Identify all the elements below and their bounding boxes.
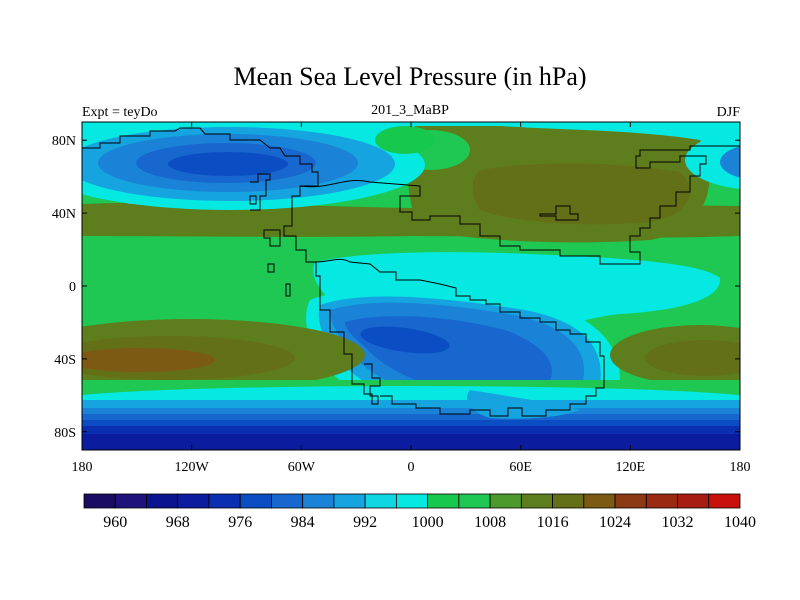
antarctic-band-3 xyxy=(82,414,740,420)
experiment-label: Expt = teyDo xyxy=(82,105,158,120)
colorbar-box xyxy=(677,493,710,509)
y-tick-label: 40S xyxy=(54,353,76,368)
southern-low-edge xyxy=(466,390,580,419)
season-label: DJF xyxy=(717,105,741,120)
asian-high-core xyxy=(472,163,690,225)
antarctic-band-2 xyxy=(82,408,740,414)
colorbar-box xyxy=(427,493,460,509)
colorbar-label: 984 xyxy=(291,514,315,531)
colorbar-box xyxy=(364,493,397,509)
colorbar-box xyxy=(83,493,116,509)
x-tick-label: 180 xyxy=(72,460,93,475)
colorbar-label: 1016 xyxy=(537,514,569,531)
south-pacific-high-core xyxy=(82,348,215,372)
x-axis: 180 120W 60W 0 60E 120E 180 xyxy=(72,122,751,475)
colorbar-box xyxy=(583,493,616,509)
x-tick-label: 60W xyxy=(288,460,316,475)
y-tick-label: 80N xyxy=(52,134,76,149)
y-tick-label: 40N xyxy=(52,207,76,222)
antarctic-band-6 xyxy=(82,434,740,450)
coastline-americas xyxy=(82,127,381,405)
period-label: 201_3_MaBP xyxy=(371,103,449,118)
colorbar-label: 1008 xyxy=(474,514,506,531)
plot-title: Mean Sea Level Pressure (in hPa) xyxy=(233,62,586,91)
pressure-map xyxy=(82,122,740,450)
coastline-southern-continent xyxy=(315,258,605,417)
antarctic-band-5 xyxy=(82,426,740,434)
colorbar-label: 1024 xyxy=(599,514,631,531)
colorbar-box xyxy=(395,493,429,509)
colorbar-label: 992 xyxy=(353,514,377,531)
colorbar-box xyxy=(614,493,647,509)
southern-low-core xyxy=(360,326,450,354)
colorbar-box xyxy=(239,493,272,509)
north-pacific-low-core xyxy=(168,152,288,176)
colorbar-label: 1040 xyxy=(724,514,756,531)
x-tick-label: 180 xyxy=(730,460,751,475)
colorbar-box xyxy=(302,493,335,509)
y-tick-label: 0 xyxy=(69,280,76,295)
antarctic-band-4 xyxy=(82,420,740,426)
coastline-west-islands xyxy=(249,195,291,297)
x-tick-label: 0 xyxy=(408,460,415,475)
y-tick-label: 80S xyxy=(54,426,76,441)
colorbar-box xyxy=(333,493,366,509)
north-atlantic-pale xyxy=(375,126,435,154)
colorbar-box xyxy=(208,493,241,509)
colorbar: 960 968 976 984 992 1000 1008 1016 1024 1032 1040 xyxy=(83,493,756,531)
x-tick-label: 60E xyxy=(509,460,532,475)
colorbar-box xyxy=(271,493,304,509)
coastline-west-inland xyxy=(250,173,271,211)
colorbar-box xyxy=(708,493,741,509)
colorbar-box xyxy=(645,493,678,509)
colorbar-box xyxy=(177,493,210,509)
colorbar-box xyxy=(458,493,491,509)
south-indian-high-core xyxy=(645,340,740,376)
coastline-central-inland xyxy=(539,205,579,221)
arctic-east-low-core xyxy=(720,146,740,178)
coastline-northern-continent xyxy=(299,145,740,265)
x-tick-label: 120E xyxy=(616,460,646,475)
colorbar-box xyxy=(114,493,147,509)
colorbar-label: 1000 xyxy=(412,514,444,531)
colorbar-label: 1032 xyxy=(662,514,694,531)
colorbar-label: 976 xyxy=(228,514,252,531)
colorbar-box xyxy=(146,493,179,509)
coastlines xyxy=(82,127,740,417)
x-tick-label: 120W xyxy=(175,460,210,475)
colorbar-box xyxy=(552,493,585,509)
colorbar-label: 968 xyxy=(166,514,190,531)
y-axis: 80N 40N 0 40S 80S xyxy=(52,134,740,441)
coastline-gulf xyxy=(263,229,281,247)
colorbar-box xyxy=(520,493,553,509)
colorbar-label: 960 xyxy=(103,514,127,531)
colorbar-box xyxy=(489,493,522,509)
